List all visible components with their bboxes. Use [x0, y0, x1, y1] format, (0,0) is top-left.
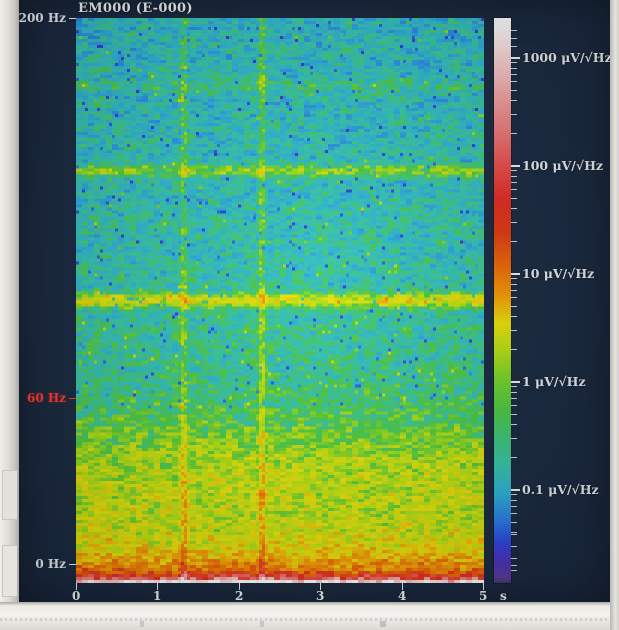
- colorbar-minor-tick: [511, 30, 517, 31]
- spectrogram-image[interactable]: [76, 18, 484, 583]
- spectrogram-canvas: [76, 18, 484, 583]
- x-axis-label-5: 5: [479, 589, 488, 603]
- colorbar-minor-tick: [511, 391, 517, 393]
- colorbar-minor-tick: [511, 38, 517, 39]
- y-tick-200: [69, 18, 76, 19]
- x-tick-1: [157, 583, 158, 590]
- y-axis-label-60: 60 Hz: [26, 391, 66, 405]
- colorbar-minor-tick: [511, 348, 517, 350]
- colorbar-minor-tick: [511, 208, 517, 209]
- colorbar-minor-tick: [511, 564, 517, 566]
- y-axis-label-0: 0 Hz: [35, 557, 66, 571]
- x-axis-label-1: 1: [153, 589, 162, 603]
- colorbar-minor-tick: [511, 67, 517, 69]
- x-axis-label-0: 0: [72, 589, 81, 603]
- colorbar-minor-tick: [511, 297, 517, 298]
- window-frame-left: [0, 0, 19, 610]
- colorbar-tick-1: [511, 381, 520, 383]
- colorbar-label-1000: 1000 μV/√Hz: [522, 50, 612, 65]
- colorbar-minor-tick: [511, 316, 517, 317]
- colorbar-minor-tick: [511, 505, 517, 507]
- x-axis-unit: s: [500, 589, 507, 603]
- colorbar-minor-tick: [511, 189, 517, 190]
- window-frame-left-panel-bottom: [2, 545, 17, 597]
- colorbar-minor-tick: [511, 277, 517, 279]
- colorbar-minor-tick: [511, 61, 517, 63]
- colorbar-minor-tick: [511, 513, 517, 514]
- colorbar-minor-tick: [511, 240, 517, 242]
- colorbar-label-100: 100 μV/√Hz: [522, 158, 603, 173]
- colorbar-minor-tick: [511, 437, 517, 439]
- window-frame-seam: [0, 618, 619, 621]
- colorbar-tick-10: [511, 273, 520, 275]
- colorbar-minor-tick: [511, 181, 517, 183]
- window-frame-bottom: [0, 602, 619, 630]
- colorbar-minor-tick: [511, 46, 517, 47]
- colorbar-label-1: 1 μV/√Hz: [522, 374, 586, 389]
- background-window-hint: [60, 621, 580, 627]
- window-frame-right: [610, 0, 619, 630]
- colorbar-tick-0.1: [511, 489, 520, 491]
- window-frame-left-panel-top: [2, 470, 17, 520]
- colorbar[interactable]: [494, 18, 511, 583]
- colorbar-minor-tick: [511, 522, 517, 523]
- colorbar-minor-tick: [511, 81, 517, 82]
- chart-title: EM000 (E-000): [78, 1, 193, 16]
- colorbar-minor-tick: [511, 558, 517, 559]
- colorbar-minor-tick: [511, 283, 517, 285]
- colorbar-minor-tick: [511, 534, 517, 535]
- colorbar-minor-tick: [511, 289, 517, 291]
- y-axis-label-200: 200 Hz: [18, 11, 66, 25]
- x-axis-label-2: 2: [235, 589, 244, 603]
- colorbar-minor-tick: [511, 397, 517, 399]
- colorbar-minor-tick: [511, 532, 517, 533]
- colorbar-minor-tick: [511, 570, 517, 571]
- colorbar-minor-tick: [511, 100, 517, 101]
- colorbar-minor-tick: [511, 73, 517, 75]
- colorbar-minor-tick: [511, 499, 517, 501]
- y-tick-0: [69, 564, 76, 565]
- colorbar-minor-tick: [511, 221, 517, 223]
- colorbar-minor-tick: [511, 424, 517, 425]
- colorbar-minor-tick: [511, 413, 517, 415]
- colorbar-minor-tick: [511, 132, 517, 134]
- x-axis-label-3: 3: [316, 589, 325, 603]
- colorbar-minor-tick: [511, 113, 517, 115]
- x-tick-4: [402, 583, 403, 590]
- plot-panel: EM000 (E-000) 200 Hz 60 Hz 0 Hz 0 1 2 3 …: [19, 0, 612, 604]
- x-tick-2: [239, 583, 240, 590]
- y-tick-60: [69, 398, 76, 399]
- colorbar-minor-tick: [511, 385, 517, 387]
- x-tick-5: [483, 583, 484, 590]
- colorbar-label-10: 10 μV/√Hz: [522, 266, 595, 281]
- colorbar-minor-tick: [511, 405, 517, 406]
- colorbar-minor-tick: [511, 169, 517, 171]
- colorbar-tick-100: [511, 165, 520, 167]
- colorbar-label-0.1: 0.1 μV/√Hz: [522, 482, 599, 497]
- colorbar-minor-tick: [511, 175, 517, 177]
- colorbar-tick-1000: [511, 57, 520, 59]
- x-tick-3: [320, 583, 321, 590]
- colorbar-minor-tick: [511, 305, 517, 307]
- colorbar-minor-tick: [511, 456, 517, 458]
- colorbar-minor-tick: [511, 197, 517, 199]
- colorbar-minor-tick: [511, 89, 517, 91]
- colorbar-minor-tick: [511, 493, 517, 495]
- colorbar-minor-tick: [511, 329, 517, 331]
- x-tick-0: [76, 583, 77, 590]
- x-axis-label-4: 4: [398, 589, 407, 603]
- colorbar-minor-tick: [511, 546, 517, 547]
